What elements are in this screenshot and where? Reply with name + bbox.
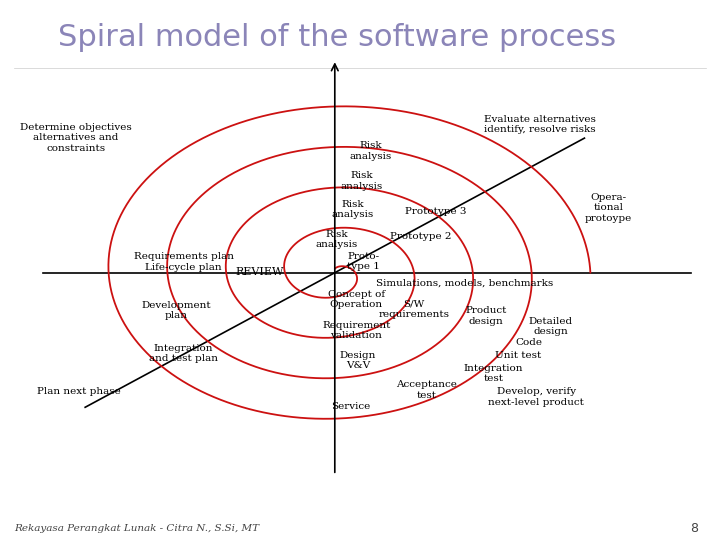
Text: Evaluate alternatives
identify, resolve risks: Evaluate alternatives identify, resolve … — [484, 114, 596, 134]
Text: Simulations, models, benchmarks: Simulations, models, benchmarks — [376, 279, 553, 287]
Text: Risk
analysis: Risk analysis — [332, 200, 374, 219]
Text: Requirements plan
Life-cycle plan: Requirements plan Life-cycle plan — [134, 252, 233, 272]
Text: Product
design: Product design — [465, 306, 507, 326]
Text: 8: 8 — [690, 522, 698, 535]
Text: Develop, verify
next-level product: Develop, verify next-level product — [488, 387, 585, 407]
Text: Prototype 3: Prototype 3 — [405, 207, 467, 216]
Text: Acceptance
test: Acceptance test — [397, 380, 457, 400]
Text: Code: Code — [516, 339, 543, 347]
Text: Detailed
design: Detailed design — [528, 317, 573, 336]
Text: Integration
test: Integration test — [464, 364, 523, 383]
Text: Risk
analysis: Risk analysis — [341, 171, 382, 191]
Text: Risk
analysis: Risk analysis — [316, 230, 358, 249]
Text: Design
V&V: Design V&V — [340, 351, 376, 370]
Text: Integration
and test plan: Integration and test plan — [149, 344, 218, 363]
Text: Spiral model of the software process: Spiral model of the software process — [58, 23, 616, 52]
Text: Rekayasa Perangkat Lunak - Citra N., S.Si, MT: Rekayasa Perangkat Lunak - Citra N., S.S… — [14, 524, 259, 532]
Text: Concept of
Operation: Concept of Operation — [328, 290, 385, 309]
Text: REVIEW: REVIEW — [235, 267, 284, 276]
Text: Risk
analysis: Risk analysis — [350, 141, 392, 161]
Text: Plan next phase: Plan next phase — [37, 387, 121, 396]
Text: Service: Service — [331, 402, 370, 410]
Text: Opera-
tional
protoype: Opera- tional protoype — [585, 193, 632, 223]
Text: Requirement
validation: Requirement validation — [323, 321, 390, 340]
Text: Development
plan: Development plan — [142, 301, 211, 320]
Text: Determine objectives
alternatives and
constraints: Determine objectives alternatives and co… — [19, 123, 132, 153]
Text: Unit test: Unit test — [495, 351, 541, 360]
Text: Prototype 2: Prototype 2 — [390, 232, 452, 241]
Text: Proto-
type 1: Proto- type 1 — [347, 252, 380, 271]
Text: S/W
requirements: S/W requirements — [379, 299, 449, 319]
